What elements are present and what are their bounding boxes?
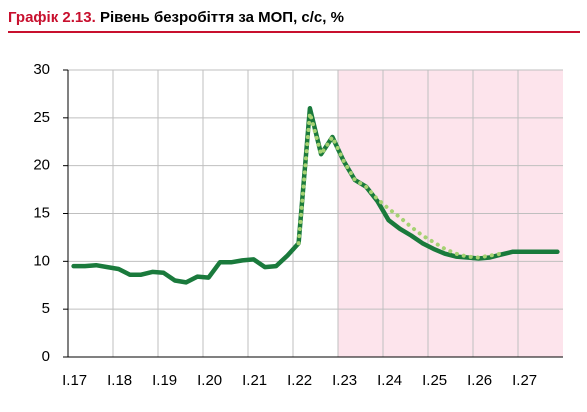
title-text: Рівень безробіття за МОП, с/с, % [100, 9, 344, 26]
y-tick-label: 0 [42, 348, 50, 365]
x-tick-label: I.27 [512, 372, 537, 389]
x-tick-label: I.20 [197, 372, 222, 389]
chart-title: Графік 2.13. Рівень безробіття за МОП, с… [8, 9, 344, 26]
x-tick-label: I.23 [332, 372, 357, 389]
y-tick-label: 5 [42, 300, 50, 317]
x-tick-label: I.24 [377, 372, 402, 389]
y-tick-label: 15 [33, 204, 50, 221]
y-tick-label: 10 [33, 252, 50, 269]
x-tick-label: I.22 [287, 372, 312, 389]
y-tick-label: 30 [33, 61, 50, 78]
x-tick-label: I.25 [422, 372, 447, 389]
line-series [296, 111, 504, 260]
x-tick-label: I.19 [152, 372, 177, 389]
y-tick-label: 25 [33, 109, 50, 126]
title-number: Графік 2.13. [8, 9, 96, 26]
y-tick-label: 20 [33, 157, 50, 174]
x-tick-label: I.18 [107, 372, 132, 389]
x-tick-label: I.21 [242, 372, 267, 389]
x-tick-label: I.17 [62, 372, 87, 389]
x-tick-label: I.26 [467, 372, 492, 389]
